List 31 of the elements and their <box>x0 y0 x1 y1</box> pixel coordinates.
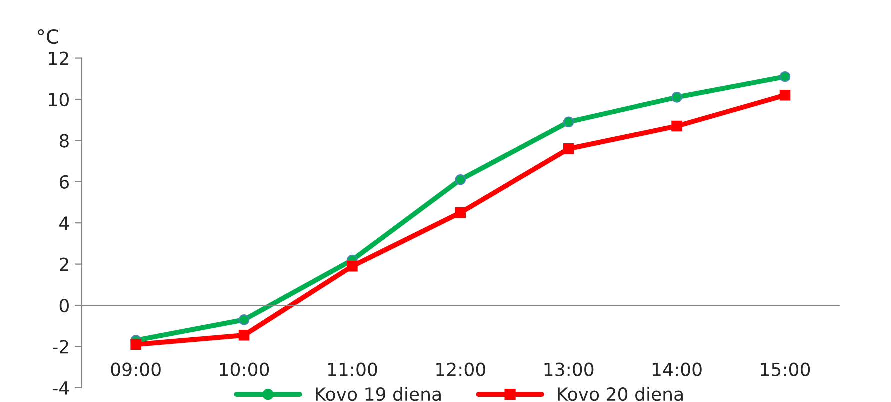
point <box>672 120 682 132</box>
y-tick-label: 4 <box>60 216 70 230</box>
legend-label: Kovo 20 diena <box>558 387 683 402</box>
point <box>672 92 682 103</box>
x-tick-label: 13:00 <box>544 362 594 376</box>
x-tick-label: 15:00 <box>761 362 810 376</box>
point <box>780 71 791 82</box>
point <box>130 339 142 350</box>
point <box>563 116 574 128</box>
point <box>455 207 466 218</box>
x-tick-label: 11:00 <box>328 362 378 376</box>
y-tick-label: 6 <box>60 175 70 190</box>
y-tick-label: 10 <box>49 92 69 107</box>
point <box>563 144 574 154</box>
point <box>780 90 791 101</box>
x-tick-label: 10:00 <box>220 362 270 376</box>
point <box>347 260 358 272</box>
x-tick-label: 09:00 <box>111 362 161 376</box>
x-tick-label: 12:00 <box>436 362 486 376</box>
point <box>238 330 250 341</box>
point <box>238 314 250 326</box>
y-axis-title: °C <box>38 29 58 44</box>
y-tick-label: -2 <box>53 340 68 354</box>
y-tick-label: -4 <box>53 382 70 395</box>
point <box>455 174 466 186</box>
y-tick-label: 0 <box>60 298 69 313</box>
legend-label: Kovo 19 diena <box>316 387 441 402</box>
x-tick-label: 14:00 <box>653 362 702 376</box>
y-tick-label: 2 <box>60 258 68 272</box>
y-tick-label: 12 <box>49 52 68 66</box>
y-tick-label: 8 <box>60 134 69 148</box>
